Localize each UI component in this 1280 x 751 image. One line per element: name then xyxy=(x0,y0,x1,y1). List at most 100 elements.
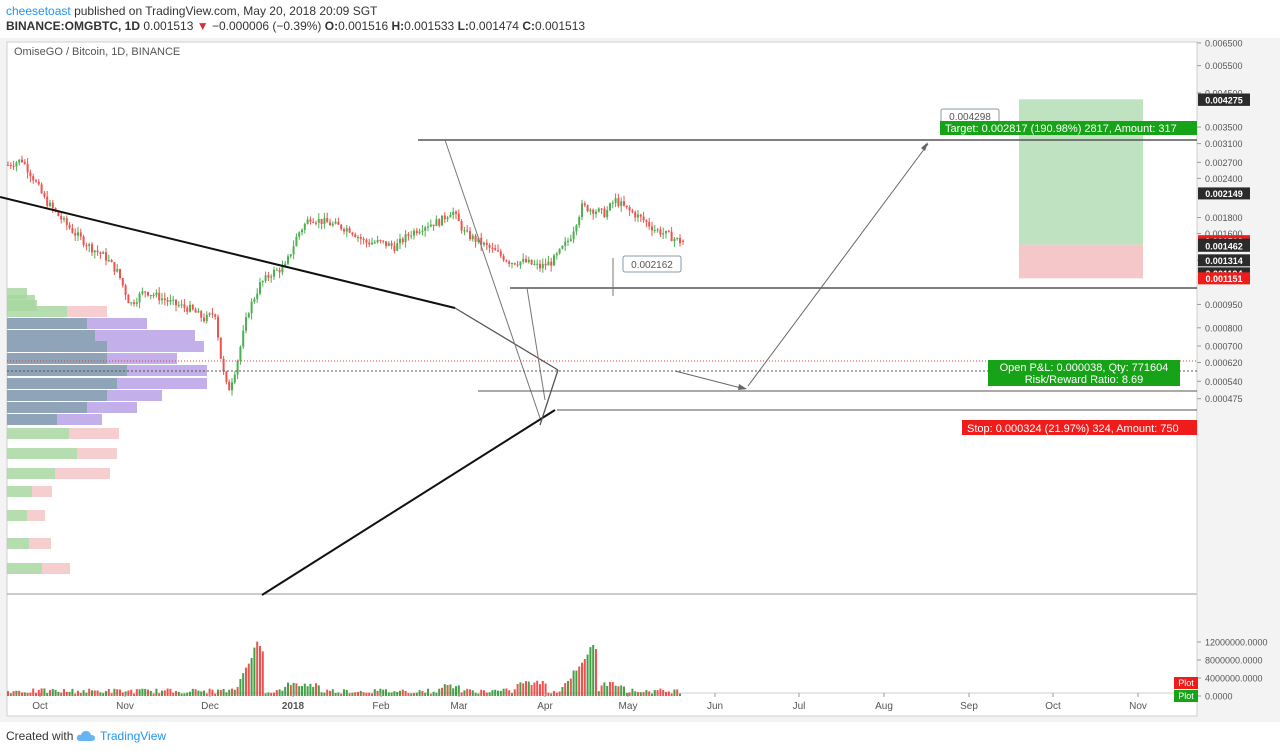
volume-bar xyxy=(250,657,253,696)
volume-bar xyxy=(247,663,250,696)
volume-bar xyxy=(147,689,149,696)
down-arrow-icon: ▼ xyxy=(196,19,209,33)
vp-bar-up xyxy=(7,378,117,389)
volume-bar xyxy=(228,689,231,696)
price-tick-label: 0.000950 xyxy=(1205,300,1243,310)
price-tick-label: 0.003500 xyxy=(1205,123,1243,133)
volume-bar xyxy=(289,684,292,696)
candle-body xyxy=(508,261,511,264)
candle-body xyxy=(107,260,110,262)
vp-bar-up xyxy=(7,318,87,329)
volume-bar xyxy=(457,685,460,696)
chart-area[interactable]: 0.004298 0.002162 Target: 0.002817 (190.… xyxy=(0,38,1280,722)
path-arrow-down[interactable] xyxy=(674,370,746,390)
candle-body xyxy=(603,208,606,218)
candle-body xyxy=(497,250,499,252)
candle-body xyxy=(334,221,337,224)
volume-bar xyxy=(194,689,197,696)
path-arrow-up[interactable] xyxy=(747,143,929,387)
target-label-box[interactable] xyxy=(940,121,1197,135)
volume-bar xyxy=(480,689,483,696)
price-labels: 0.0042920.0042750.0021490.0015130.001475… xyxy=(1198,93,1250,285)
price-label: 0.002149 xyxy=(1205,189,1243,199)
volume-bar xyxy=(236,686,239,696)
volume-tick-label: 12000000.0000 xyxy=(1205,638,1268,648)
last-price: 0.001513 xyxy=(143,19,194,33)
projection-line[interactable] xyxy=(526,287,546,401)
volume-bar xyxy=(351,692,354,696)
candle-body xyxy=(250,301,253,314)
callout-box-2[interactable] xyxy=(622,255,682,273)
volume-bar xyxy=(63,689,65,696)
candle-body xyxy=(77,232,79,236)
candle-body xyxy=(673,238,676,242)
volume-bar xyxy=(135,689,138,696)
candle-body xyxy=(29,172,32,177)
volume-bar xyxy=(152,693,155,696)
candle-body xyxy=(105,252,107,261)
volume-bar xyxy=(74,693,77,696)
volume-bar xyxy=(516,684,519,696)
volume-bar xyxy=(91,690,93,696)
candle-body xyxy=(656,229,659,231)
volume-bar xyxy=(191,688,194,696)
candle-body xyxy=(452,211,455,216)
candle-body xyxy=(390,243,393,246)
volume-bar xyxy=(29,692,32,696)
candle-body xyxy=(116,269,119,272)
volume-bar xyxy=(491,690,494,696)
volume-bar xyxy=(32,688,35,696)
price-chart[interactable]: 0.004298 0.002162 Target: 0.002817 (190.… xyxy=(0,38,1280,722)
tradingview-brand[interactable]: TradingView xyxy=(100,729,167,743)
support-trendline[interactable] xyxy=(261,409,556,596)
candle-body xyxy=(385,241,387,246)
volume-bar xyxy=(466,688,469,696)
volume-legend-down-swatch xyxy=(1174,677,1198,689)
volume-bar xyxy=(315,683,317,696)
candle-body xyxy=(158,292,161,301)
stop-label-box[interactable] xyxy=(962,420,1197,435)
candle-body xyxy=(152,295,155,297)
candle-body xyxy=(214,314,217,317)
candle-body xyxy=(597,208,600,212)
wedge-lower-line[interactable] xyxy=(539,369,559,426)
candle-body xyxy=(396,243,399,251)
candle-body xyxy=(323,218,326,224)
volume-bar xyxy=(214,693,217,696)
candle-body xyxy=(287,256,289,264)
volume-bar xyxy=(488,692,491,696)
candle-body xyxy=(541,263,544,269)
candle-body xyxy=(303,223,306,230)
volume-bar xyxy=(449,684,452,696)
candle-body xyxy=(247,313,250,318)
volume-bar xyxy=(175,690,177,696)
vp-bar-up xyxy=(7,468,55,479)
volume-bar xyxy=(155,688,158,696)
price-tick-label: 0.000620 xyxy=(1205,358,1243,368)
wedge-upper-line[interactable] xyxy=(454,307,559,371)
volume-bar xyxy=(401,689,404,696)
measure-pole-line[interactable] xyxy=(444,139,541,419)
candle-body xyxy=(365,239,368,243)
author-link[interactable]: cheesetoast xyxy=(6,4,71,18)
resistance-trendline[interactable] xyxy=(0,196,456,309)
volume-bar xyxy=(578,666,581,696)
price-label: 0.001151 xyxy=(1205,274,1242,284)
candle-body xyxy=(443,215,446,220)
volume-bar xyxy=(161,690,163,696)
volume-bar xyxy=(107,689,110,696)
pnl-label-box[interactable] xyxy=(988,360,1180,386)
candle-body xyxy=(138,293,141,303)
volume-bar xyxy=(648,691,651,696)
candle-body xyxy=(18,159,21,163)
candle-body xyxy=(23,162,26,164)
candle-body xyxy=(527,259,530,263)
vp-bar-up xyxy=(7,390,107,401)
volume-bar xyxy=(390,692,393,696)
time-tick-label: Apr xyxy=(537,701,553,712)
vp-bar-down xyxy=(77,448,117,459)
candle-body xyxy=(225,371,228,382)
stop-label-text: Stop: 0.000324 (21.97%) 324, Amount: 750 xyxy=(967,423,1179,435)
volume-bar xyxy=(287,682,289,696)
volume-bar xyxy=(259,646,261,696)
